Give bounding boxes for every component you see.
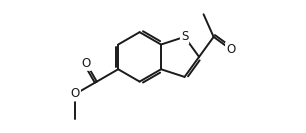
Text: S: S: [181, 30, 188, 43]
Text: O: O: [226, 43, 235, 56]
Text: O: O: [71, 88, 80, 100]
Text: O: O: [82, 57, 91, 70]
